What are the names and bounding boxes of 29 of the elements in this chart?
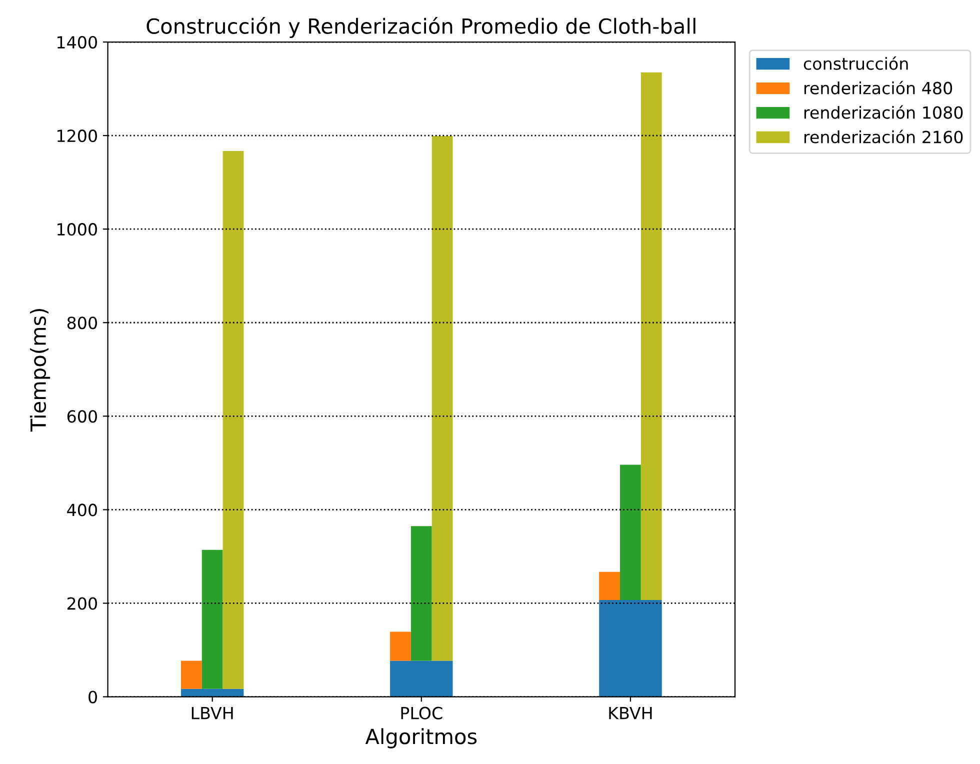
- x-tick-label: KBVH: [609, 707, 652, 720]
- bar: [620, 464, 641, 600]
- y-tick-label: 0: [88, 690, 97, 704]
- chart-title: Construcción y Renderización Promedio de Cloth-ball: [146, 17, 696, 38]
- x-tick-label: LBVH: [192, 707, 233, 720]
- bar: [222, 150, 244, 689]
- y-tick-label: 1400: [57, 36, 97, 49]
- y-tick-label: 600: [67, 410, 97, 423]
- bar: [390, 660, 453, 697]
- bar: [432, 136, 453, 661]
- y-tick-label: 200: [67, 597, 97, 610]
- y-tick-label: 1000: [57, 223, 97, 236]
- legend-label: construcción: [804, 56, 908, 70]
- y-tick-label: 800: [67, 316, 97, 330]
- bar: [410, 526, 432, 661]
- y-tick-label: 1200: [57, 130, 97, 142]
- y-tick-label: 400: [67, 504, 97, 516]
- bar: [599, 572, 620, 600]
- x-tick-label: PLOC: [401, 706, 442, 720]
- bar: [180, 660, 202, 689]
- bar: [640, 72, 662, 600]
- bar: [390, 632, 411, 661]
- bar: [202, 550, 223, 689]
- legend-label: renderización 2160: [804, 130, 963, 144]
- y-axis-title: Tiempo(ms): [30, 309, 50, 432]
- x-axis-title: Algoritmos: [365, 728, 477, 748]
- legend-label: renderización 1080: [804, 105, 963, 119]
- legend-label: renderización 480: [804, 80, 952, 94]
- bar: [599, 600, 662, 697]
